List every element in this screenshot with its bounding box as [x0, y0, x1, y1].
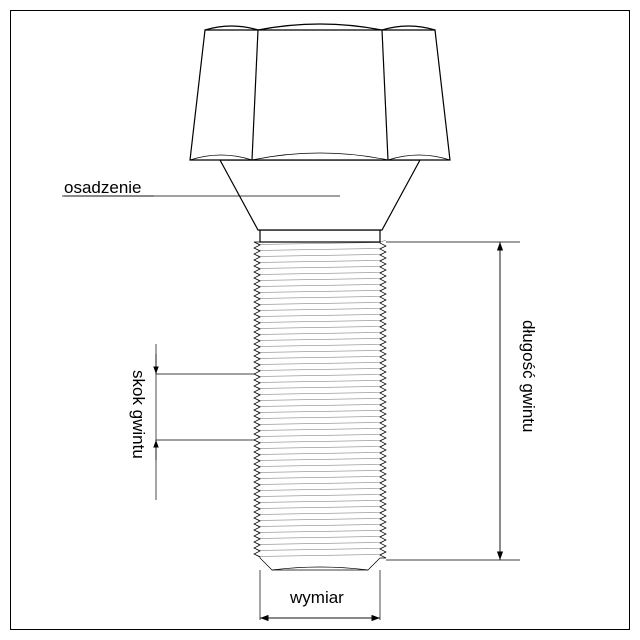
label-thread-pitch: skok gwintu	[128, 370, 148, 459]
label-thread-length: długość gwintu	[518, 320, 538, 432]
label-seating: osadzenie	[64, 178, 142, 198]
bolt-diagram	[0, 0, 640, 640]
label-dimension: wymiar	[290, 588, 344, 608]
